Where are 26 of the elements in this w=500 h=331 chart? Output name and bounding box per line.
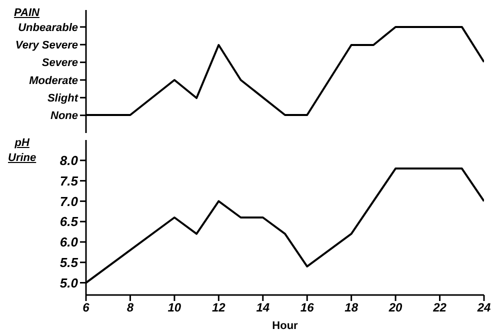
x-tick-label: 8: [126, 300, 134, 315]
y-tick-label: 5.0: [60, 275, 79, 290]
y-axis-title: pH Urine: [8, 136, 36, 166]
x-tick-label: 14: [256, 300, 270, 315]
x-tick-label: 10: [168, 300, 182, 315]
y-tick-label: 6.0: [60, 234, 79, 250]
y-axis-title: PAIN: [14, 6, 40, 21]
text: Severe: [42, 57, 78, 70]
text: None: [50, 110, 78, 122]
x-tick-label: 20: [388, 300, 403, 315]
text: Moderate: [29, 74, 78, 87]
y-tick-label: 5.5: [60, 254, 79, 270]
x-tick-label: 24: [476, 300, 491, 315]
x-tick-label: 18: [344, 300, 358, 315]
text: Slight: [47, 92, 80, 105]
x-axis-title: Hour: [272, 320, 299, 331]
x-tick-label: 6: [82, 300, 90, 315]
y-tick-label: 8.0: [60, 153, 79, 168]
y-tick-label: 6.5: [60, 214, 79, 230]
x-tick-label: 22: [432, 300, 447, 315]
y-tick-label: 7.0: [60, 194, 79, 209]
y-tick-label: 7.5: [60, 173, 79, 188]
x-tick-label: 16: [300, 300, 314, 315]
text: Very Severe: [15, 40, 78, 52]
x-tick-label: 12: [212, 300, 226, 315]
text: Unbearable: [18, 22, 78, 34]
